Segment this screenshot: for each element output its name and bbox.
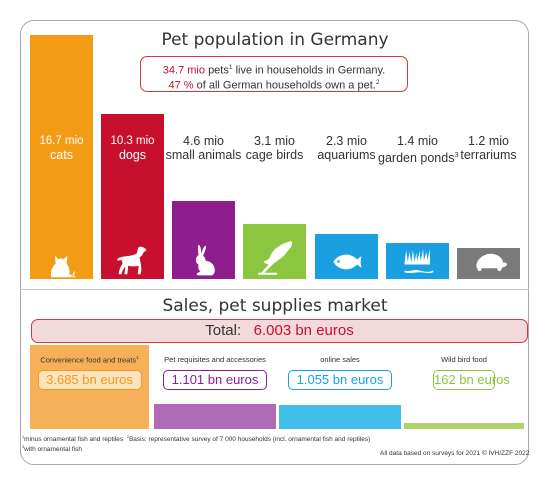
pet-name-label: dogs [118,148,147,162]
pet-label-cage-birds: 3.1 mio cage birds [235,134,314,162]
pet-population-title: Pet population in Germany [161,30,389,50]
sales-category-label: Wild bird food [441,355,487,364]
bird-icon [243,241,306,279]
footnote-1-text: minus ornamental fish and reptiles [24,436,124,444]
pet-value-label: 2.3 mio [326,134,367,148]
total-box: Total: 6.003 bn euros [31,319,528,343]
source-note: All data based on surveys for 2021 © IVH… [380,450,530,457]
cat-icon [30,241,93,279]
rabbit-icon [172,241,235,279]
footnote-mark: 3 [454,150,459,159]
pet-label-dogs: 10.3 mio dogs [93,134,172,162]
pet-bar-dogs [101,114,164,279]
pet-value-label: 16.7 mio [39,135,84,147]
pet-name-label: garden ponds3 [378,150,459,166]
footnote-2-text: Basis: representative survey of 7 000 ho… [128,436,371,444]
pet-label-aquariums: 2.3 mio aquariums [307,134,386,162]
sales-value-box: 3.685 bn euros [37,370,142,390]
footnote-mark: 3 [22,444,25,449]
pets-text-2: live in households in Germany. [232,64,386,77]
pond-fish-icon [386,241,449,279]
pet-value-label: 1.2 mio [468,134,509,148]
footnote-mark: 1 [22,434,25,439]
pet-name-label: aquariums [317,148,376,162]
pet-label-garden-ponds: 1.4 mio garden ponds3 [378,134,459,166]
sales-category-label: Pet requisites and accessories [164,355,266,364]
pet-value-label: 3.1 mio [254,134,295,148]
summary-line-1: 34.7 mio pets1 live in households in Ger… [141,60,407,79]
household-share-value: 47 % [168,79,194,92]
dog-icon [101,241,164,279]
pet-bar-cats [30,35,93,279]
total-pets-value: 34.7 mio [162,64,205,77]
pet-label-cats: 16.7 mio cats [22,134,101,162]
chart-frame [20,20,529,465]
pet-name-label: cage birds [245,148,304,162]
footnote-3: 3with ornamental fish [22,444,82,453]
pet-name-label: terrariums [460,148,517,162]
footnote-mark: 2 [126,434,129,439]
pet-name-label: small animals [165,148,242,162]
pet-label-terrariums: 1.2 mio terrariums [449,134,528,162]
sales-bar-2 [279,405,401,429]
pet-name-label: cats [50,148,73,162]
sales-value-box: 1.101 bn euros [163,370,267,390]
summary-line-2: 47 % of all German households own a pet.… [141,75,407,94]
footnote-1-2: 1minus ornamental fish and reptiles 2Bas… [22,434,370,443]
sales-value-box: 162 bn euros [433,370,510,390]
total-value: 6.003 bn euros [253,322,354,339]
pet-label-small-animals: 4.6 mio small animals [164,134,243,162]
footnote-mark: 1 [136,355,139,360]
pet-value-label: 10.3 mio [110,135,155,147]
turtle-icon [457,241,520,279]
footnote-mark: 1 [228,64,233,71]
pets-text: pets [208,64,229,77]
summary-box: 34.7 mio pets1 live in households in Ger… [140,56,408,92]
pet-value-label: 1.4 mio [397,134,438,148]
footnote-mark: 2 [375,79,380,86]
sales-bar-1 [154,404,276,429]
sales-bar-3 [404,423,524,429]
pet-value-label: 4.6 mio [183,134,224,148]
footnote-3-text: with ornamental fish [24,446,82,454]
total-label: Total: [205,322,242,339]
sales-category-label: Convenience food and treats1 [40,355,139,365]
sales-value-box: 1.055 bn euros [288,370,392,390]
fish-icon [315,241,378,279]
sales-category-label: online sales [320,355,360,364]
household-share-text: of all German households own a pet. [196,79,376,92]
sales-title: Sales, pet supplies market [162,296,388,316]
section-divider [20,289,529,290]
